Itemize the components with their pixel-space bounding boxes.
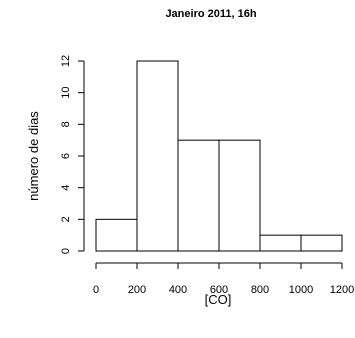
y-tick-label-4: 8 [60, 121, 72, 127]
x-tick-label-0: 0 [93, 284, 99, 296]
y-tick-label-2: 4 [60, 185, 72, 191]
y-axis-label: número de dias [26, 111, 41, 201]
bars-group [95, 60, 343, 252]
x-axis: 0 200 400 600 800 1000 1200 [93, 262, 354, 296]
y-tick-label-1: 2 [60, 216, 72, 222]
histogram-bar-1 [136, 60, 179, 252]
histogram-bar-2 [177, 139, 220, 252]
x-axis-label: [CO] [205, 292, 232, 307]
x-tick-label-1: 200 [128, 284, 146, 296]
y-tick-label-3: 6 [60, 153, 72, 159]
histogram-bar-3 [218, 139, 261, 252]
x-tick-label-5: 1000 [289, 284, 313, 296]
x-tick-label-4: 800 [251, 284, 269, 296]
histogram-bar-0 [95, 218, 138, 252]
y-tick-label-6: 12 [60, 55, 72, 67]
y-axis: 0 2 4 6 8 10 12 [60, 55, 85, 254]
y-tick-label-0: 0 [60, 248, 72, 254]
x-tick-label-3: 600 [210, 284, 228, 296]
y-tick-label-5: 10 [60, 87, 72, 99]
x-tick-label-2: 400 [169, 284, 187, 296]
histogram-bar-4 [259, 234, 302, 252]
histogram-bar-5 [300, 234, 343, 252]
x-tick-label-6: 1200 [330, 284, 354, 296]
chart-title: Janeiro 2011, 16h [165, 8, 256, 20]
